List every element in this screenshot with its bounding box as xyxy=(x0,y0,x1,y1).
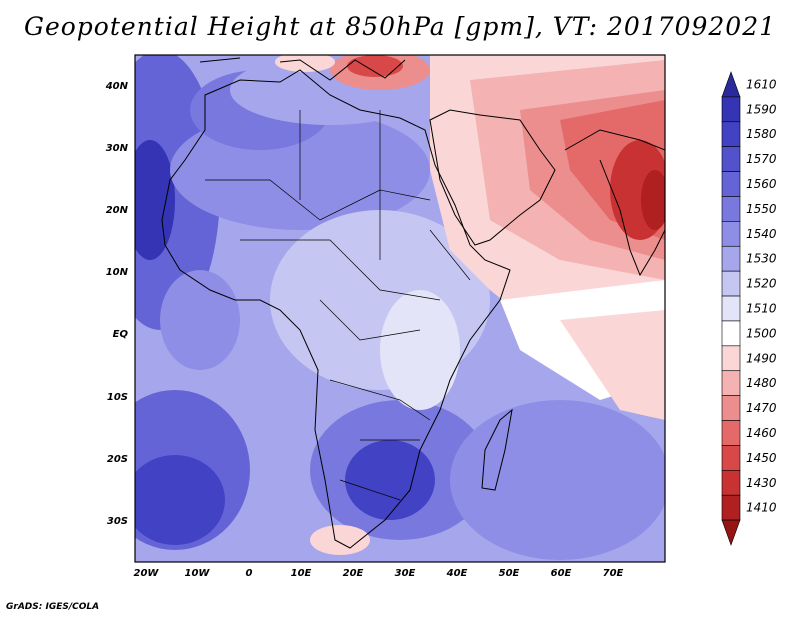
lon-tick-label: 70E xyxy=(603,568,624,579)
map-frame xyxy=(134,54,666,563)
colorbar-level-label: 1570 xyxy=(746,152,777,166)
colorbar-level-label: 1520 xyxy=(746,277,777,291)
colorbar-level-label: 1410 xyxy=(746,501,777,515)
credit-label: GrADS: IGES/COLA xyxy=(6,602,100,612)
colorbar-level-label: 1580 xyxy=(746,127,777,141)
lat-tick-label: 30N xyxy=(106,143,129,154)
colorbar-level-label: 1530 xyxy=(746,252,777,266)
colorbar-swatch xyxy=(721,420,741,446)
colorbar-level-label: 1550 xyxy=(746,202,777,216)
lon-tick-label: 10W xyxy=(185,568,211,579)
madagascar-coastline xyxy=(481,408,513,491)
country-borders xyxy=(205,110,471,501)
colorbar: 1610 1590 1580 1570 1560 1550 1540 1530 1520 1510… xyxy=(721,71,777,546)
colorbar-swatch xyxy=(721,345,741,372)
lon-tick-label: 0 xyxy=(246,568,253,579)
lat-tick-label: 20N xyxy=(106,205,129,216)
lat-tick-label: 10N xyxy=(106,267,129,278)
lon-tick-label: 20W xyxy=(134,568,160,579)
colorbar-swatch xyxy=(721,221,741,247)
colorbar-swatch xyxy=(721,245,741,272)
colorbar-swatch xyxy=(721,196,741,222)
lat-tick-label: 20S xyxy=(107,454,128,465)
colorbar-level-label: 1560 xyxy=(746,177,777,191)
longitude-axis: 20W 10W 0 10E 20E 30E 40E 50E 60E 70E xyxy=(134,568,624,579)
colorbar-swatch xyxy=(721,494,741,521)
colorbar-level-label: 1590 xyxy=(746,102,777,116)
latitude-axis: 40N 30N 20N 10N EQ 10S 20S 30S xyxy=(105,81,129,527)
lon-tick-label: 60E xyxy=(551,568,572,579)
lat-tick-label: 40N xyxy=(105,81,129,92)
height-field xyxy=(135,55,665,562)
colorbar-level-label: 1480 xyxy=(746,376,777,390)
colorbar-swatch xyxy=(721,320,741,347)
coastlines xyxy=(161,57,665,549)
colorbar-level-label: 1450 xyxy=(746,451,777,465)
colorbar-swatch xyxy=(721,519,741,546)
europe-coastline xyxy=(199,57,406,81)
lon-tick-label: 40E xyxy=(446,568,468,579)
colorbar-level-label: 1470 xyxy=(746,401,777,415)
lat-tick-label: 10S xyxy=(107,392,128,403)
lon-tick-label: 50E xyxy=(499,568,520,579)
colorbar-swatch xyxy=(721,146,741,172)
arabia-coastline xyxy=(429,109,556,246)
map-title: Geopotential Height at 850hPa [gpm], VT:… xyxy=(23,12,777,41)
colorbar-level-label: 1430 xyxy=(746,476,777,490)
colorbar-swatch xyxy=(721,370,741,396)
colorbar-level-label: 1460 xyxy=(746,426,777,440)
colorbar-swatch xyxy=(721,270,741,297)
colorbar-swatch xyxy=(721,171,741,197)
colorbar-level-label: 1500 xyxy=(746,326,777,340)
colorbar-level-label: 1510 xyxy=(746,302,777,316)
lon-tick-label: 30E xyxy=(395,568,416,579)
india-coastline xyxy=(564,129,665,277)
colorbar-level-label: 1610 xyxy=(746,77,777,91)
colorbar-swatch xyxy=(721,470,741,496)
colorbar-swatch xyxy=(721,395,741,421)
colorbar-level-label: 1490 xyxy=(746,351,777,365)
lon-tick-label: 20E xyxy=(343,568,364,579)
colorbar-swatch xyxy=(721,295,741,322)
lat-tick-label: 30S xyxy=(107,516,128,527)
colorbar-swatch xyxy=(721,96,741,123)
colorbar-swatch xyxy=(721,71,741,98)
lat-tick-label: EQ xyxy=(113,329,129,340)
colorbar-level-label: 1540 xyxy=(746,227,777,241)
lon-tick-label: 10E xyxy=(291,568,312,579)
colorbar-swatch xyxy=(721,121,741,147)
colorbar-swatch xyxy=(721,445,741,471)
africa-coastline xyxy=(161,69,511,549)
